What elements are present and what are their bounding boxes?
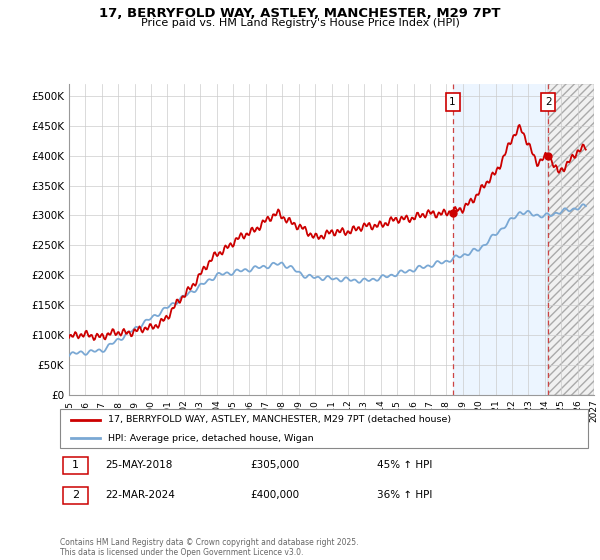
Bar xyxy=(452,84,548,395)
FancyBboxPatch shape xyxy=(60,409,588,448)
Text: 25-MAY-2018: 25-MAY-2018 xyxy=(105,460,172,470)
FancyBboxPatch shape xyxy=(62,457,88,474)
Text: 17, BERRYFOLD WAY, ASTLEY, MANCHESTER, M29 7PT: 17, BERRYFOLD WAY, ASTLEY, MANCHESTER, M… xyxy=(99,7,501,20)
Text: 1: 1 xyxy=(72,460,79,470)
Text: 2: 2 xyxy=(545,97,552,107)
FancyBboxPatch shape xyxy=(62,487,88,503)
Text: HPI: Average price, detached house, Wigan: HPI: Average price, detached house, Wiga… xyxy=(107,433,313,443)
Text: £305,000: £305,000 xyxy=(250,460,299,470)
Text: 22-MAR-2024: 22-MAR-2024 xyxy=(105,490,175,500)
Text: £400,000: £400,000 xyxy=(250,490,299,500)
Text: 36% ↑ HPI: 36% ↑ HPI xyxy=(377,490,432,500)
Text: 17, BERRYFOLD WAY, ASTLEY, MANCHESTER, M29 7PT (detached house): 17, BERRYFOLD WAY, ASTLEY, MANCHESTER, M… xyxy=(107,416,451,424)
Text: Contains HM Land Registry data © Crown copyright and database right 2025.
This d: Contains HM Land Registry data © Crown c… xyxy=(60,538,359,557)
Text: 45% ↑ HPI: 45% ↑ HPI xyxy=(377,460,432,470)
Bar xyxy=(548,84,594,395)
Text: 1: 1 xyxy=(449,97,456,107)
Text: Price paid vs. HM Land Registry's House Price Index (HPI): Price paid vs. HM Land Registry's House … xyxy=(140,18,460,28)
Text: 2: 2 xyxy=(72,490,79,500)
Bar xyxy=(548,84,594,395)
